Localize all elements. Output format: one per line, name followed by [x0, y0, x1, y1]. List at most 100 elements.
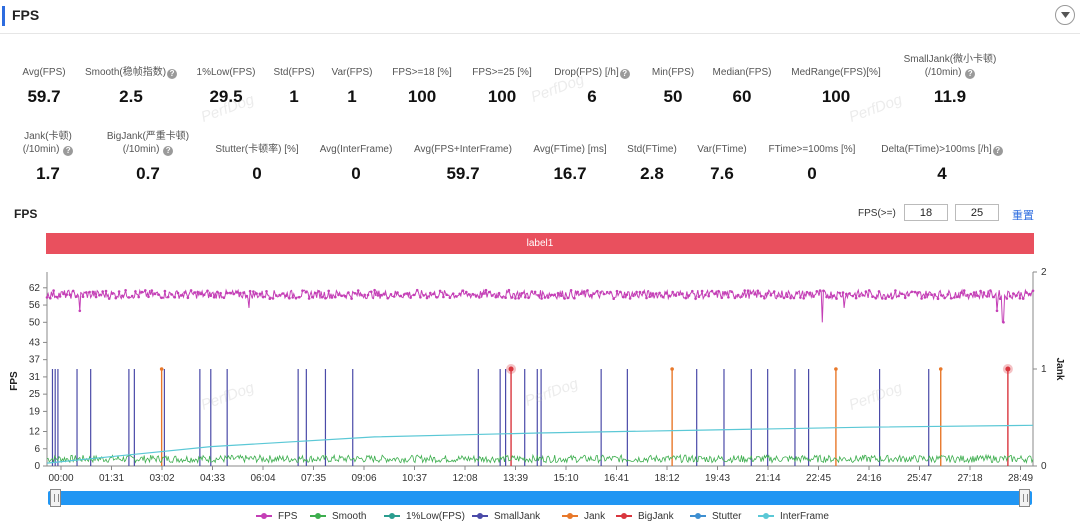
metric-item: BigJank(严重卡顿) (/10min) ? 0.7 [73, 130, 223, 184]
fps-point [350, 297, 353, 300]
help-icon[interactable]: ? [63, 146, 74, 156]
legend-label: Jank [584, 511, 606, 522]
fps-point [363, 293, 367, 297]
fps-point [71, 289, 75, 293]
fps-point [664, 292, 668, 295]
fps-point [687, 294, 691, 297]
fps-point [389, 293, 393, 296]
fps-point [65, 293, 68, 296]
fps-series [46, 288, 1034, 323]
slider-handle-right[interactable] [1019, 489, 1030, 507]
help-icon[interactable]: ? [167, 69, 178, 79]
time-range-slider[interactable] [48, 491, 1032, 505]
fps-point [546, 296, 550, 299]
metric-label-unit: (/10min) [924, 67, 962, 78]
legend-item[interactable]: BigJank [616, 511, 674, 522]
fps-point [199, 292, 203, 296]
fps-point [370, 290, 373, 294]
metric-value: 50 [663, 87, 683, 106]
fps-point [383, 293, 386, 296]
fps-point [808, 291, 812, 295]
fps-point [923, 296, 927, 299]
fps-point [160, 296, 163, 300]
fps-point [88, 290, 91, 294]
slider-handle-left[interactable] [50, 489, 61, 507]
x-tick-label: 24:16 [856, 473, 881, 484]
legend-item[interactable]: Jank [562, 511, 605, 522]
help-icon[interactable]: ? [992, 146, 1003, 156]
fps-point [763, 296, 766, 300]
fps-point [1031, 289, 1035, 293]
fps-point [674, 294, 678, 297]
fps-point [255, 292, 258, 295]
y-tick-label: 56 [29, 300, 41, 311]
fps-point [494, 295, 498, 299]
label-bar[interactable]: label1 [46, 233, 1034, 254]
fps-point [239, 291, 242, 295]
metric-label: Jank(卡顿) [24, 131, 72, 142]
fps-point [697, 295, 701, 299]
fps-threshold-input-2[interactable] [955, 204, 999, 221]
help-icon[interactable]: ? [965, 69, 976, 79]
fps-point [170, 293, 173, 296]
y-tick-label: 25 [29, 389, 41, 400]
fps-point [186, 296, 190, 300]
fps-point [58, 295, 62, 298]
fps-point [514, 297, 517, 300]
metric-value: 11.9 [933, 87, 967, 106]
fps-point [858, 294, 861, 298]
fps-point [284, 294, 288, 297]
legend-item[interactable]: Smooth [310, 511, 366, 522]
collapse-button[interactable] [1055, 5, 1075, 25]
fps-point [661, 295, 665, 299]
metric-value: 2.5 [119, 87, 143, 106]
help-icon[interactable]: ? [163, 146, 174, 156]
fps-point [379, 293, 383, 297]
fps-point [605, 290, 609, 294]
fps-point [206, 289, 209, 293]
title-accent [2, 6, 5, 26]
fps-point [625, 293, 629, 296]
fps-point [317, 290, 321, 293]
fps-point [727, 296, 730, 299]
fps-threshold-label: FPS(>=) [858, 208, 896, 219]
fps-point [940, 294, 943, 297]
fps-point [510, 296, 514, 299]
metric-value: 100 [407, 87, 437, 106]
fps-threshold-input-1[interactable] [904, 204, 948, 221]
fps-point [907, 294, 910, 297]
legend-item[interactable]: Stutter [690, 511, 741, 522]
fps-point [651, 292, 655, 295]
legend-item[interactable]: InterFrame [758, 511, 829, 522]
metric-item: Avg(InterFrame) 0 [281, 143, 431, 184]
fps-point [792, 296, 796, 300]
fps-point [635, 290, 638, 294]
legend-item[interactable]: FPS [256, 511, 297, 522]
legend-label: SmallJank [494, 511, 541, 522]
legend-label: BigJank [638, 511, 674, 522]
x-tick-label: 01:31 [99, 473, 124, 484]
x-tick-label: 27:18 [957, 473, 982, 484]
reset-button[interactable]: 重置 [1012, 210, 1034, 222]
fps-point [173, 295, 177, 299]
fps-point [550, 293, 553, 297]
legend-item[interactable]: SmallJank [472, 511, 540, 522]
jank-point [834, 367, 838, 371]
legend-item[interactable]: 1%Low(FPS) [384, 511, 465, 522]
fps-point [425, 296, 429, 300]
fps-point [55, 295, 59, 299]
fps-point [658, 291, 661, 295]
fps-point [157, 293, 160, 296]
legend-swatch [758, 513, 774, 520]
help-icon[interactable]: ? [619, 69, 630, 79]
metric-item: Jank(卡顿) (/10min) ? 1.7 [0, 130, 123, 184]
fps-point [216, 290, 219, 294]
fps-point [622, 295, 625, 299]
metric-item: FTime>=100ms [%] 0 [737, 143, 887, 184]
y-tick-label: 50 [29, 317, 41, 328]
fps-point [818, 289, 822, 292]
fps-point [795, 292, 799, 295]
fps-point [589, 293, 593, 297]
fps-point [130, 294, 134, 298]
